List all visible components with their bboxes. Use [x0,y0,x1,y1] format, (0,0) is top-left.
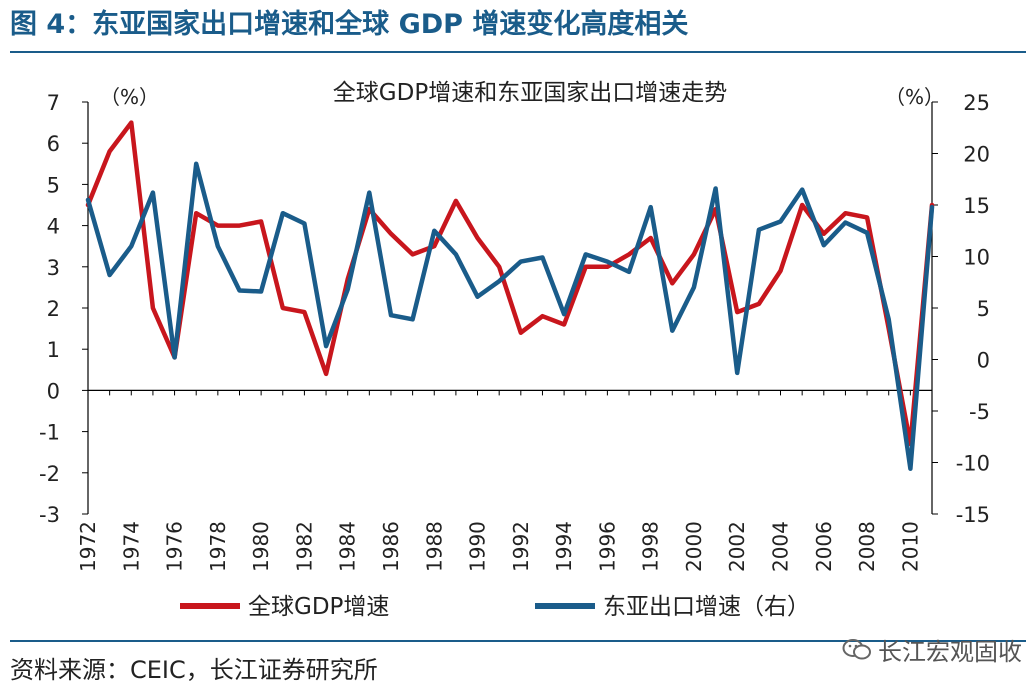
x-axis-tick-label: 1982 [292,521,316,572]
right-axis-tick-label: 20 [963,143,990,167]
source-note: 资料来源：CEIC，长江证券研究所 [10,656,378,684]
right-axis-tick-label: -10 [956,452,990,476]
x-axis-tick-label: 2008 [855,521,879,572]
x-axis-tick-label: 2010 [898,521,922,572]
right-axis-tick-label: -15 [956,503,990,527]
x-axis-tick-label: 2006 [812,521,836,572]
chart-title: 全球GDP增速和东亚国家出口增速走势 [333,80,727,106]
export-growth-line [85,161,935,471]
left-axis-tick-label: 7 [47,91,60,115]
x-axis-tick-label: 2004 [769,521,793,572]
figure-title: 图 4：东亚国家出口增速和全球 GDP 增速变化高度相关 [10,9,689,40]
x-axis-tick-label: 1978 [206,521,230,572]
left-axis-tick-label: 3 [47,256,60,280]
legend: 全球GDP增速 东亚出口增速（右） [180,594,810,620]
watermark: 长江宏观固收 [842,632,1022,667]
top-rule [10,51,1026,53]
wechat-icon [842,638,871,659]
left-axis-tick-label: 5 [47,173,60,197]
bottom-rule [10,640,1026,642]
x-axis-tick-label: 1986 [379,521,403,572]
right-axis-tick-label: 0 [977,349,990,373]
right-axis-tick-label: 25 [963,91,990,115]
legend-label-export: 东亚出口增速（右） [603,594,810,620]
left-axis-tick-label: -1 [39,421,60,445]
left-axis-tick-label: -2 [39,462,60,486]
right-axis-tick-label: 10 [963,246,990,270]
left-axis-tick-label: 6 [47,132,60,156]
x-axis-tick-label: 1974 [119,521,143,572]
x-axis-tick-label: 1992 [509,521,533,572]
left-axis-tick-label: 2 [47,297,60,321]
x-axis-tick-label: 1980 [249,521,273,572]
x-axis-tick-label: 1996 [595,521,619,572]
x-axis-tick-label: 1990 [466,521,490,572]
watermark-text: 长江宏观固收 [878,638,1022,666]
right-axis-unit: （%） [885,85,944,109]
x-axis-tick-label: 1998 [639,521,663,572]
x-axis-tick-label: 2000 [682,521,706,572]
x-axis-tick-label: 1988 [422,521,446,572]
legend-label-gdp: 全球GDP增速 [248,594,389,620]
series-layer [85,120,935,471]
right-axis-tick-label: 15 [963,194,990,218]
x-axis-tick-label: 1976 [163,521,187,572]
gdp-growth-line [85,120,935,447]
left-axis-unit: （%） [100,85,159,109]
x-axis-tick-label: 1984 [336,521,360,572]
left-axis-tick-label: -3 [39,503,60,527]
left-axis-tick-label: 4 [47,215,60,239]
right-axis-tick-label: 5 [977,297,990,321]
left-axis-tick-label: 1 [47,338,60,362]
x-axis-tick-label: 2002 [725,521,749,572]
x-axis-tick-label: 1994 [552,521,576,572]
x-axis-tick-label: 1972 [76,521,100,572]
left-axis-tick-label: 0 [47,379,60,403]
right-axis-tick-label: -5 [969,400,990,424]
